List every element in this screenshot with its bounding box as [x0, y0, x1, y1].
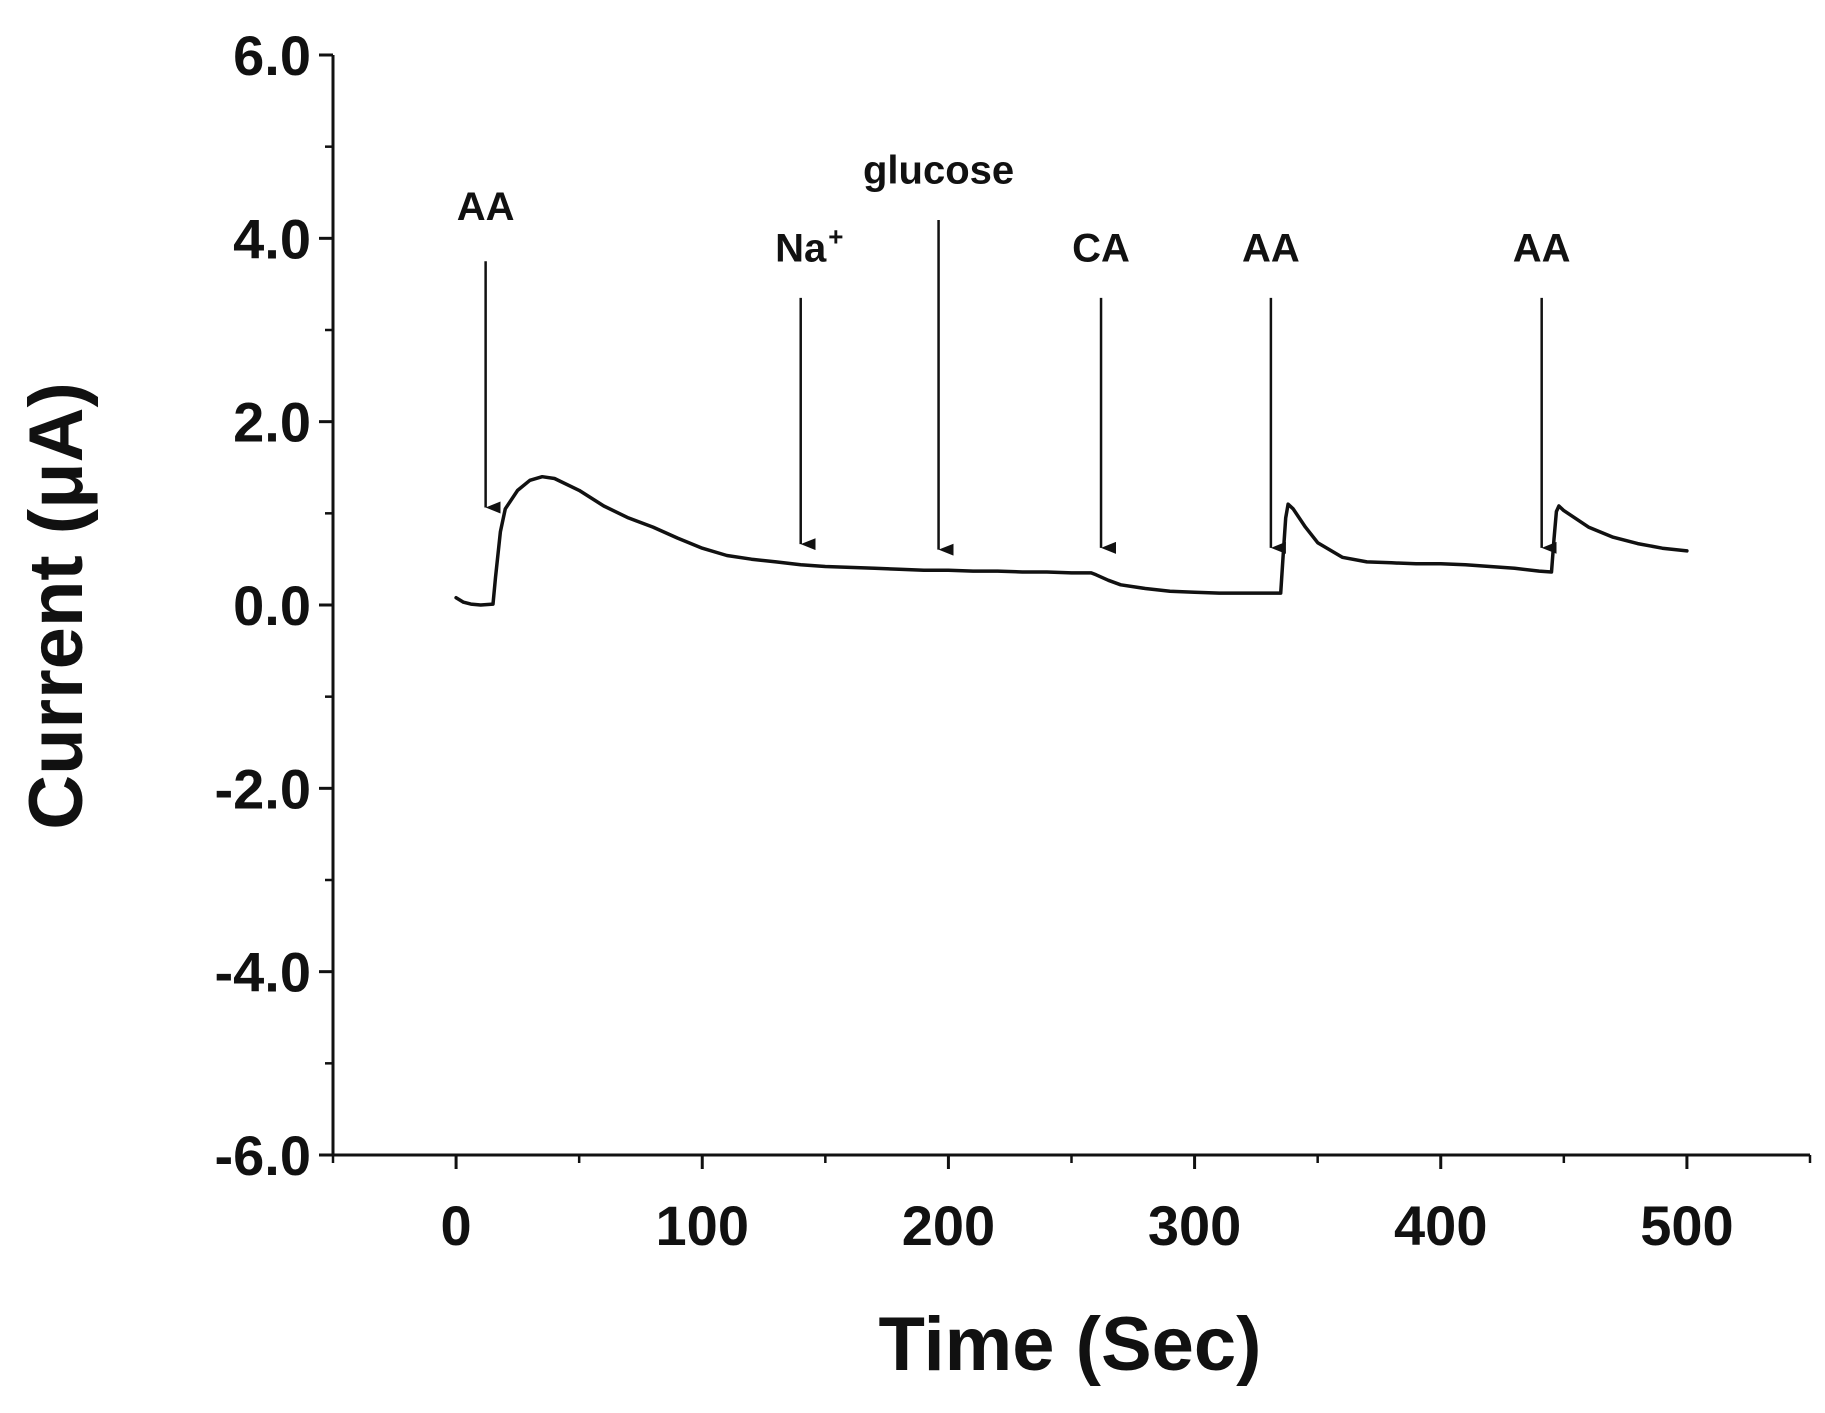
y-axis-title: Current (μA): [14, 382, 99, 830]
annotation-label: glucose: [863, 148, 1014, 192]
ticks: -6.0 -4.0 -2.0 0.0 2.0 4.0 6.0 0 100 200 300 400 500: [215, 24, 1812, 1257]
y-tick-label: -4.0: [215, 941, 312, 1004]
x-tick-label: 300: [1148, 1194, 1241, 1257]
annotation-superscript: +: [828, 221, 843, 251]
annotation-label: AA: [1242, 226, 1300, 270]
axes: [331, 55, 1810, 1157]
y-tick-label: 0.0: [233, 574, 311, 637]
y-tick-label: 6.0: [233, 24, 311, 87]
x-tick-label: 400: [1394, 1194, 1487, 1257]
x-axis-title: Time (Sec): [879, 1302, 1262, 1387]
y-tick-label: -2.0: [215, 757, 312, 820]
annotations: AA Na + glucose CA AA AA: [457, 148, 1571, 556]
y-tick-label: 4.0: [233, 207, 311, 270]
x-tick-label: 200: [902, 1194, 995, 1257]
series-line-current: [454, 474, 1689, 607]
annotation-label: AA: [457, 185, 515, 229]
x-tick-label: 0: [441, 1194, 472, 1257]
y-tick-label: 2.0: [233, 391, 311, 454]
annotation-label: CA: [1072, 226, 1130, 270]
x-tick-label: 500: [1640, 1194, 1733, 1257]
y-tick-label: -6.0: [215, 1124, 312, 1187]
x-tick-label: 100: [656, 1194, 749, 1257]
annotation-label: Na: [775, 226, 827, 270]
annotation-label: AA: [1513, 226, 1571, 270]
